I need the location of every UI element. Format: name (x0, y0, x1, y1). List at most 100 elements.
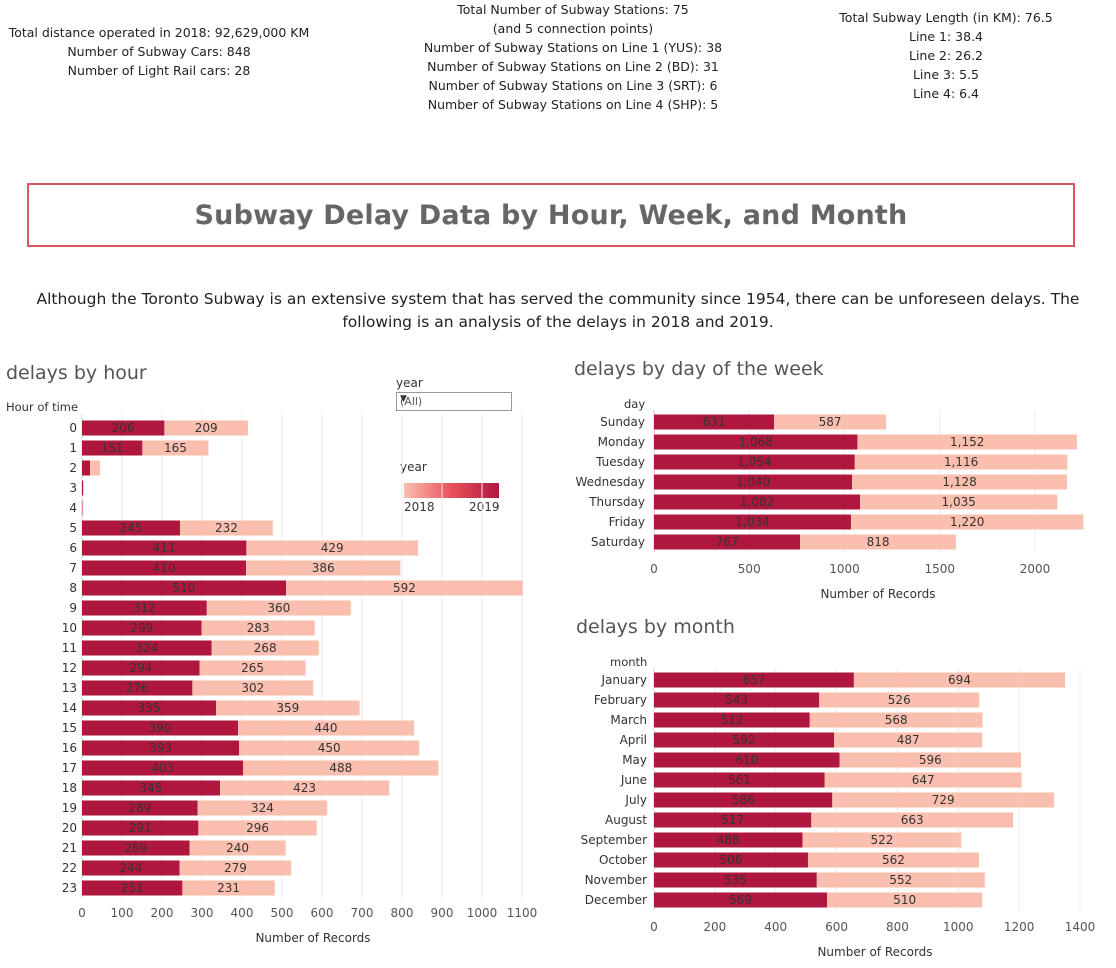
x-axis-label: Number of Records (817, 945, 932, 959)
bar-2019 (654, 832, 803, 848)
data-label: 487 (897, 733, 920, 747)
category-label: Tuesday (595, 455, 645, 469)
bar-2019 (82, 620, 202, 636)
tick-label: 500 (271, 906, 294, 920)
data-label: 209 (195, 421, 218, 435)
tick-label: 1000 (943, 920, 974, 934)
data-label: 244 (119, 861, 142, 875)
bar-2019 (82, 700, 216, 716)
data-label: 517 (721, 813, 744, 827)
category-label: September (581, 833, 647, 847)
tick-label: 600 (825, 920, 848, 934)
data-label: 335 (138, 701, 161, 715)
category-label: Thursday (588, 495, 645, 509)
tick-label: 1100 (507, 906, 538, 920)
bar-2018 (839, 752, 1021, 768)
data-label: 488 (329, 761, 352, 775)
data-label: 526 (888, 693, 911, 707)
bar-2019 (82, 740, 240, 756)
bar-2019 (654, 474, 853, 490)
stat-line: Total distance operated in 2018: 92,629,… (8, 25, 310, 40)
bar-2018 (286, 580, 523, 596)
category-label: 13 (62, 681, 77, 695)
bar-2018 (220, 780, 390, 796)
category-label: Sunday (600, 415, 645, 429)
bar-2019 (82, 520, 180, 536)
bar-2018 (857, 434, 1077, 450)
tick-label: 300 (191, 906, 214, 920)
bar-2019 (654, 752, 840, 768)
category-label: 18 (62, 781, 77, 795)
bar-2018 (164, 420, 248, 436)
data-label: 390 (149, 721, 172, 735)
bar-2018 (802, 832, 962, 848)
bar-2018 (197, 800, 328, 816)
data-label: 324 (251, 801, 274, 815)
year-filter-label: year (396, 376, 423, 390)
category-label: 8 (69, 581, 77, 595)
data-label: 569 (729, 893, 752, 907)
data-label: 393 (149, 741, 172, 755)
bar-2018 (860, 494, 1058, 510)
stats-right: Total Subway Length (in KM): 76.5 Line 1… (826, 8, 1066, 103)
data-label: 429 (321, 541, 344, 555)
data-label: 276 (126, 681, 149, 695)
data-label: 283 (247, 621, 270, 635)
dashboard-title-box: Subway Delay Data by Hour, Week, and Mon… (27, 183, 1075, 247)
bar-2019 (654, 434, 858, 450)
data-label: 535 (724, 873, 747, 887)
bar-2018 (246, 560, 401, 576)
tick-label: 1400 (1065, 920, 1096, 934)
data-label: 512 (720, 713, 743, 727)
data-label: 386 (312, 561, 335, 575)
data-label: 561 (728, 773, 751, 787)
bar-2019 (654, 772, 825, 788)
week-chart-title: delays by day of the week (574, 358, 824, 380)
bar-2018 (809, 712, 983, 728)
bar-2018 (182, 880, 275, 896)
category-label: July (624, 793, 647, 807)
data-label: 291 (129, 821, 152, 835)
bar-2018 (824, 772, 1022, 788)
category-label: 5 (69, 521, 77, 535)
bar-2019 (82, 580, 286, 596)
data-label: 289 (128, 801, 151, 815)
data-label: 552 (889, 873, 912, 887)
data-label: 240 (226, 841, 249, 855)
tick-label: 200 (151, 906, 174, 920)
data-label: 360 (267, 601, 290, 615)
bar-2018 (211, 640, 319, 656)
stats-left: Total distance operated in 2018: 92,629,… (0, 23, 318, 80)
dashboard-title: Subway Delay Data by Hour, Week, and Mon… (194, 199, 908, 231)
data-label: 206 (112, 421, 135, 435)
data-label: 410 (153, 561, 176, 575)
data-label: 1,116 (944, 455, 978, 469)
tick-label: 500 (738, 562, 761, 576)
data-label: 403 (151, 761, 174, 775)
bar-2019 (82, 420, 165, 436)
year-filter-dropdown[interactable]: (All) ▼ (396, 392, 512, 411)
bar-2018 (852, 474, 1068, 490)
stat-line: Number of Subway Cars: 848 (67, 44, 251, 59)
category-label: 23 (62, 881, 77, 895)
bar-2019 (82, 660, 200, 676)
data-label: 411 (153, 541, 176, 555)
data-label: 269 (124, 841, 147, 855)
bar-2019 (82, 560, 246, 576)
row-header: day (624, 397, 645, 411)
row-header: Hour of time (6, 400, 78, 414)
tick-label: 800 (886, 920, 909, 934)
bar-2019 (82, 460, 90, 476)
bar-2018 (238, 720, 414, 736)
bar-2019 (654, 852, 808, 868)
bar-2019 (654, 692, 820, 708)
data-label: 729 (932, 793, 955, 807)
data-label: 1,040 (736, 475, 770, 489)
bar-2019 (654, 792, 833, 808)
bar-2019 (82, 780, 220, 796)
category-label: 20 (62, 821, 77, 835)
data-label: 1,034 (735, 515, 769, 529)
stat-line: Total Number of Subway Stations: 75 (457, 2, 689, 17)
bar-2019 (82, 840, 190, 856)
tick-label: 400 (764, 920, 787, 934)
